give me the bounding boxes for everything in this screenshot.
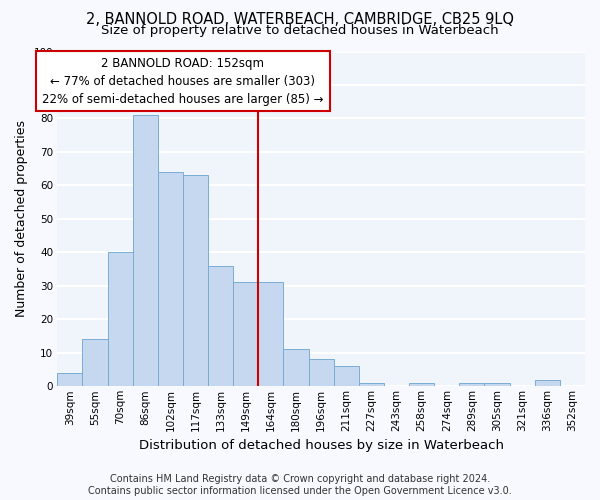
Text: 2, BANNOLD ROAD, WATERBEACH, CAMBRIDGE, CB25 9LQ: 2, BANNOLD ROAD, WATERBEACH, CAMBRIDGE, … <box>86 12 514 28</box>
Bar <box>208 266 233 386</box>
Text: Contains HM Land Registry data © Crown copyright and database right 2024.
Contai: Contains HM Land Registry data © Crown c… <box>88 474 512 496</box>
Bar <box>183 176 208 386</box>
Bar <box>58 373 82 386</box>
X-axis label: Distribution of detached houses by size in Waterbeach: Distribution of detached houses by size … <box>139 440 503 452</box>
Bar <box>133 115 158 386</box>
Bar <box>460 383 484 386</box>
Bar <box>484 383 509 386</box>
Bar <box>158 172 183 386</box>
Bar <box>359 383 384 386</box>
Text: 2 BANNOLD ROAD: 152sqm
← 77% of detached houses are smaller (303)
22% of semi-de: 2 BANNOLD ROAD: 152sqm ← 77% of detached… <box>42 56 324 106</box>
Bar <box>107 252 133 386</box>
Bar <box>233 282 259 387</box>
Bar <box>82 340 107 386</box>
Text: Size of property relative to detached houses in Waterbeach: Size of property relative to detached ho… <box>101 24 499 37</box>
Bar <box>334 366 359 386</box>
Y-axis label: Number of detached properties: Number of detached properties <box>15 120 28 318</box>
Bar <box>283 350 308 387</box>
Bar <box>409 383 434 386</box>
Bar <box>308 360 334 386</box>
Bar <box>535 380 560 386</box>
Bar <box>259 282 283 387</box>
